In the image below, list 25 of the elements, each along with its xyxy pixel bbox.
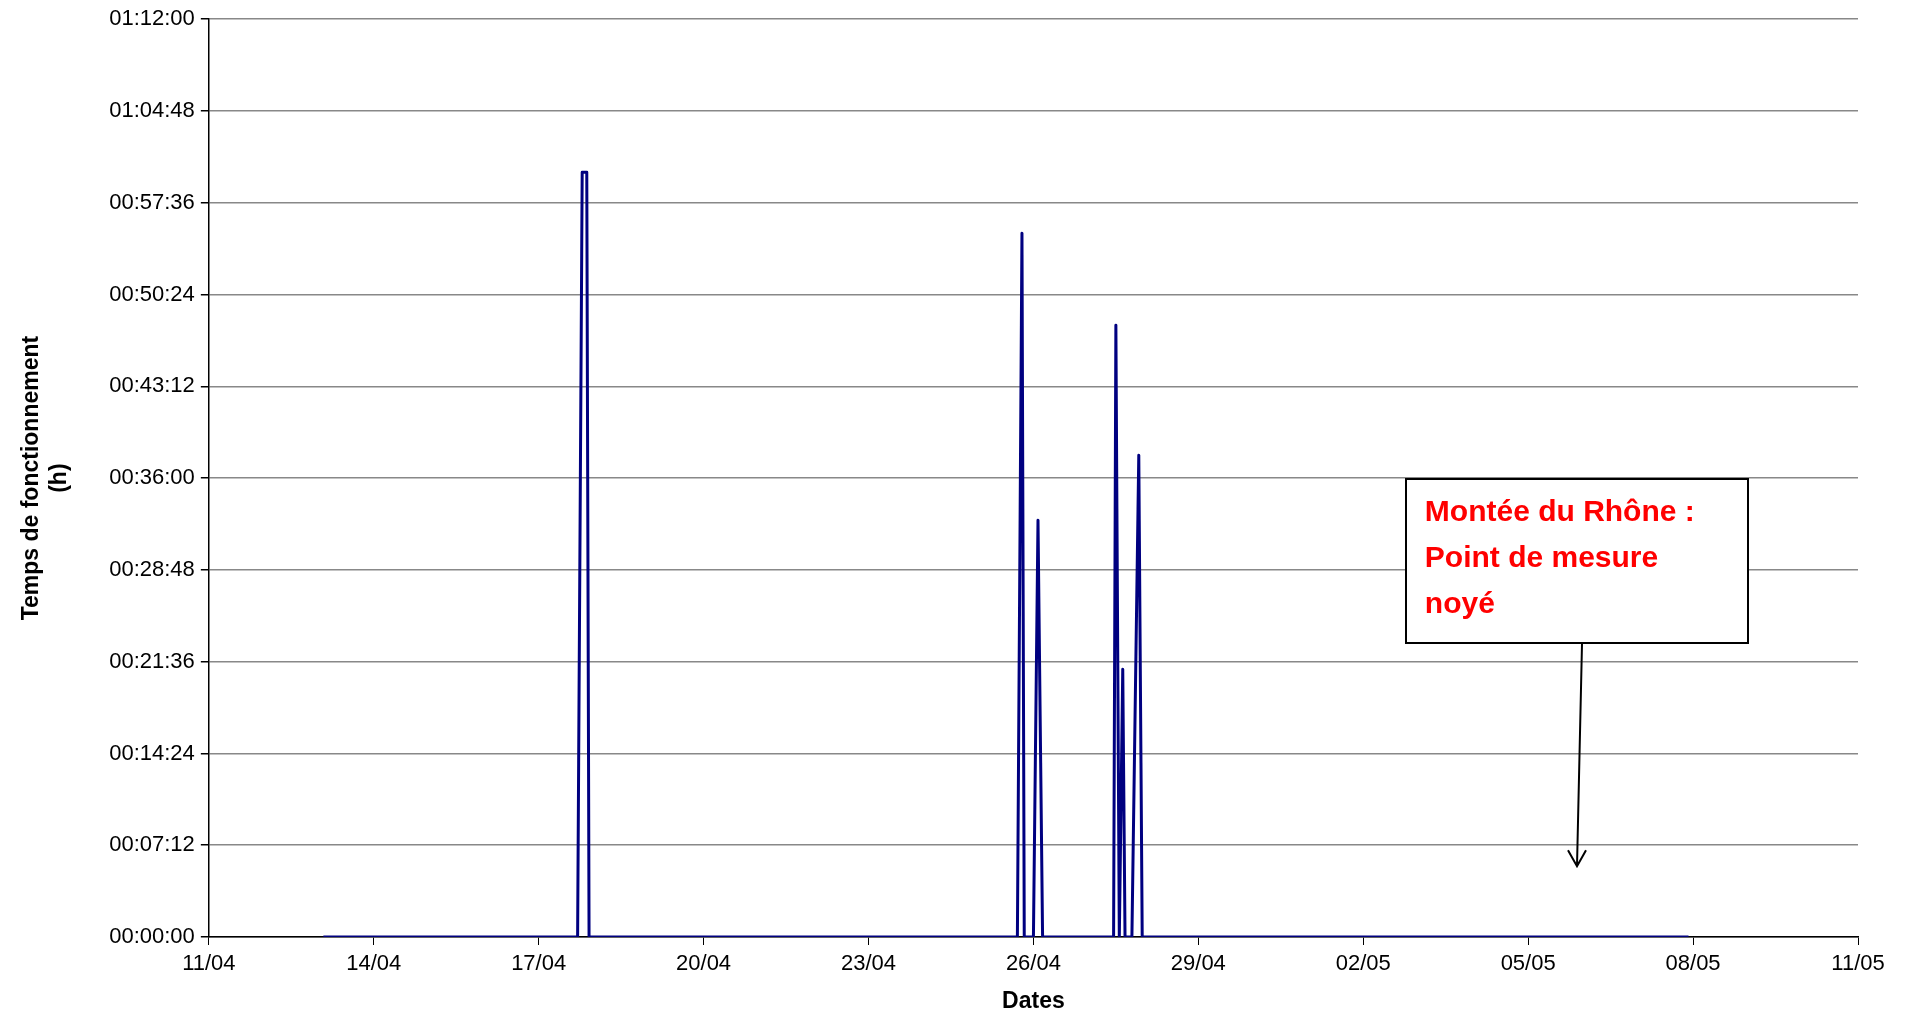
- x-tick-label: 11/05: [1831, 950, 1885, 976]
- x-tick-label: 20/04: [676, 950, 732, 976]
- y-tick-label: 00:00:00: [109, 923, 195, 949]
- x-axis-title: Dates: [1002, 986, 1065, 1013]
- y-tick-label: 00:14:24: [109, 739, 195, 765]
- x-tick-label: 11/04: [182, 950, 236, 976]
- x-tick-label: 08/05: [1665, 950, 1721, 976]
- y-tick-label: 01:12:00: [109, 5, 195, 31]
- y-tick-label: 00:21:36: [109, 647, 195, 673]
- x-tick-label: 17/04: [511, 950, 567, 976]
- y-tick-label: 00:50:24: [109, 280, 195, 306]
- x-tick-label: 23/04: [840, 950, 897, 976]
- y-tick-label: 00:36:00: [109, 464, 195, 490]
- annotation: Montée du Rhône : Point de mesure noyé: [1404, 478, 1749, 645]
- y-tick-label: 00:28:48: [109, 555, 195, 581]
- y-tick-label: 01:04:48: [109, 97, 195, 123]
- x-tick-label: 29/04: [1170, 950, 1226, 976]
- y-axis-title: Temps de fonctionnement (h): [17, 335, 71, 621]
- x-tick-label: 02/05: [1335, 950, 1391, 976]
- x-tick-label: 26/04: [1005, 950, 1061, 976]
- x-tick-label: 14/04: [346, 950, 402, 976]
- y-tick-label: 00:07:12: [109, 831, 195, 857]
- x-tick-label: 05/05: [1500, 950, 1556, 976]
- y-tick-label: 00:57:36: [109, 188, 195, 214]
- y-tick-label: 00:43:12: [109, 372, 195, 398]
